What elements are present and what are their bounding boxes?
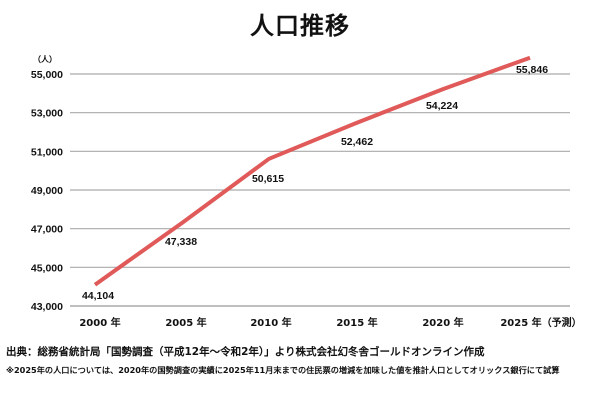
gridlines (70, 73, 570, 307)
chart-title: 人口推移 (250, 12, 350, 40)
data-label: 50,615 (252, 173, 284, 185)
data-label: 44,104 (82, 290, 114, 302)
x-tick: 2020 年 (422, 316, 463, 329)
x-tick: 2005 年 (165, 316, 206, 329)
footnote: ※2025年の人口については、2020年の国勢調査の実績に2025年11月末まで… (6, 365, 560, 375)
data-label: 54,224 (426, 100, 458, 112)
y-tick: 49,000 (31, 185, 63, 197)
x-tick: 2000 年 (79, 316, 120, 329)
data-label: 52,462 (341, 136, 373, 148)
y-tick: 47,000 (31, 224, 63, 236)
y-tick: 53,000 (31, 108, 63, 120)
data-label: 55,846 (516, 64, 548, 76)
y-tick: 55,000 (31, 69, 63, 81)
x-tick: 2015 年 (336, 316, 377, 329)
x-axis-ticks: 2000 年 2005 年 2010 年 2015 年 2020 年 2025 … (79, 316, 581, 329)
y-axis-unit: （人） (33, 54, 57, 64)
y-tick: 43,000 (31, 301, 63, 313)
y-axis-ticks: 55,000 53,000 51,000 49,000 47,000 45,00… (31, 69, 63, 313)
data-label: 47,338 (165, 236, 197, 248)
source-caption: 出典：総務省統計局「国勢調査（平成12年〜令和2年）」より株式会社幻冬舎ゴールド… (6, 346, 485, 358)
population-line (93, 55, 531, 287)
x-tick: 2010 年 (250, 316, 291, 329)
data-labels: 44,104 47,338 50,615 52,462 54,224 55,84… (82, 64, 548, 302)
y-tick: 51,000 (31, 146, 63, 158)
y-tick: 45,000 (31, 262, 63, 274)
x-tick: 2025 年（予測） (500, 316, 581, 329)
